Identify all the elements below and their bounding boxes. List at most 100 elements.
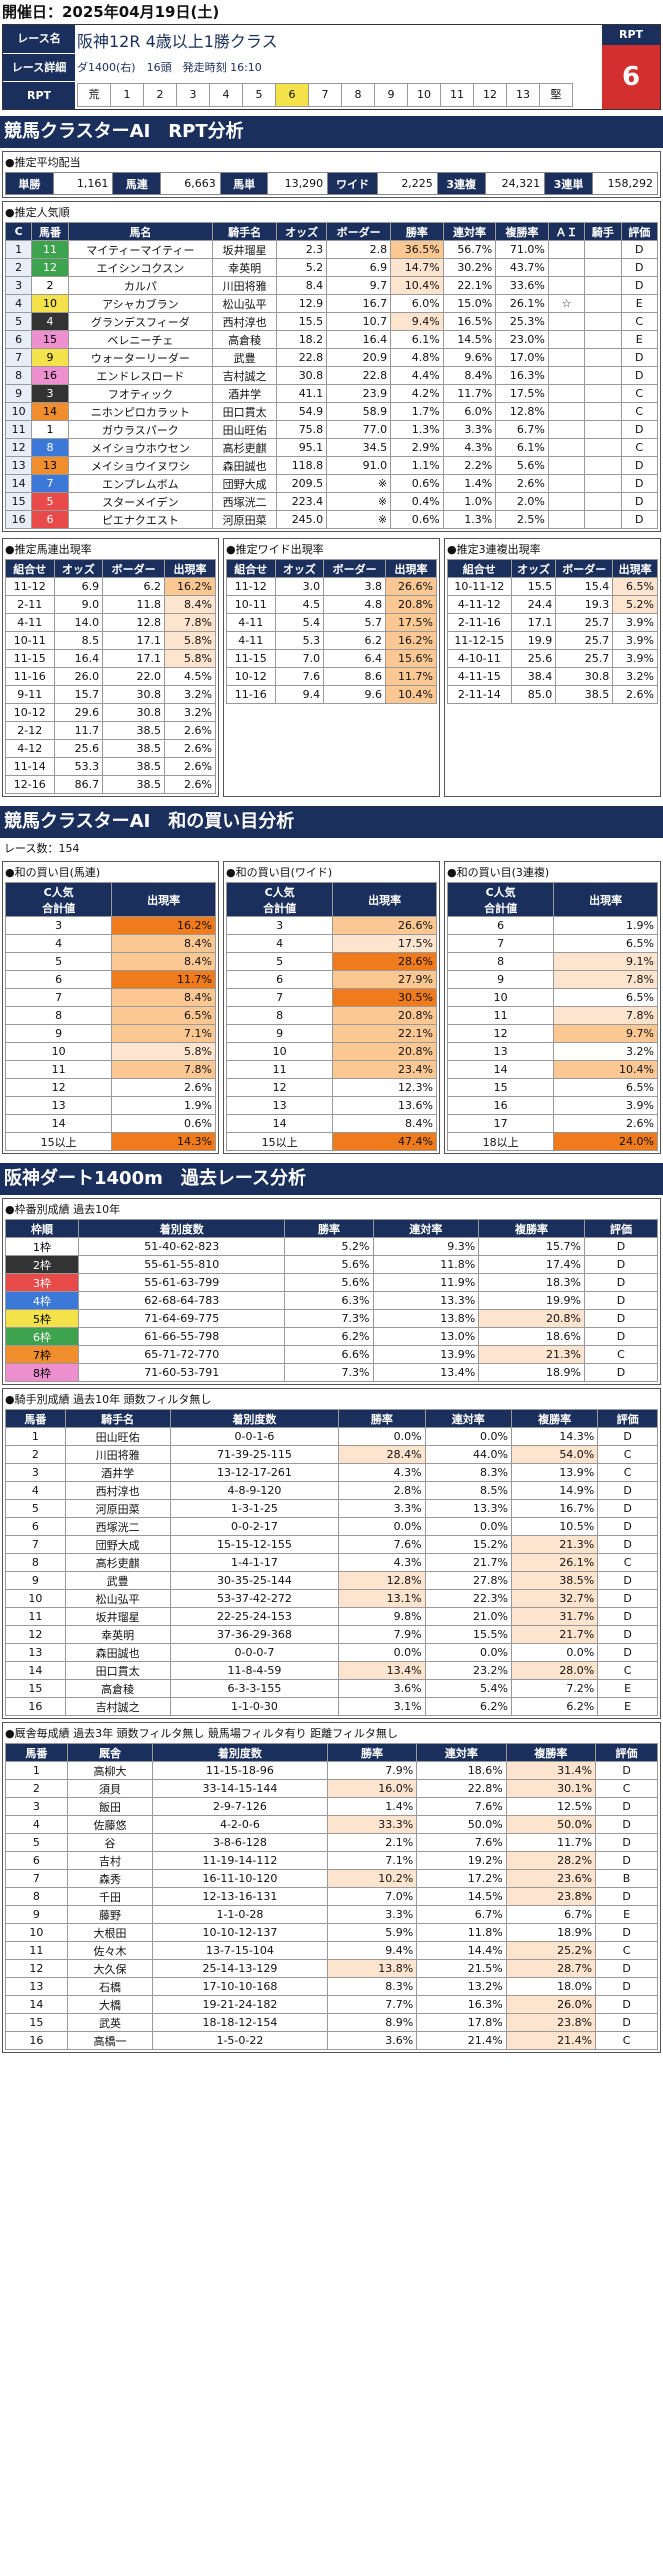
table-row: 4-11-15 38.4 30.8 3.2% — [447, 667, 658, 686]
table-row: 11 7.8% — [4, 1060, 216, 1079]
table-cell: 6枠 — [4, 1327, 80, 1346]
table-cell: D — [597, 1625, 658, 1644]
col-header: 連対率 — [424, 1409, 512, 1428]
table-row: 3 26.6% — [225, 916, 437, 935]
table-cell: E — [597, 1679, 658, 1698]
combo-rate: 5.8% — [111, 1042, 216, 1061]
table-cell: 吉村誠之 — [64, 1697, 171, 1716]
race-detail-label: レース詳細 — [3, 54, 75, 81]
table-cell: メイショウイヌワシ — [67, 456, 214, 475]
table-cell — [547, 384, 586, 403]
table-cell: 17.1 — [510, 613, 557, 632]
table-cell: 31.4% — [505, 1761, 597, 1780]
table-cell: 6.9 — [53, 577, 104, 596]
rpt-gate-4: 4 — [209, 83, 243, 107]
table-cell — [547, 510, 586, 529]
combo-rate: 2.6% — [553, 1114, 658, 1133]
table-cell: 11.9% — [372, 1273, 480, 1292]
table-cell: 10.4% — [385, 685, 437, 704]
table-cell: D — [597, 1517, 658, 1536]
table-cell: 26.6% — [385, 577, 437, 596]
race-detail: ダ1400(右) 16頭 発走時刻 16:10 — [77, 61, 262, 74]
table-cell: 28.4% — [338, 1445, 426, 1464]
table-cell: 5 — [31, 492, 69, 511]
table-cell: 13 — [5, 1977, 68, 1996]
table-cell: 53-37-42-272 — [169, 1589, 340, 1608]
table-row: 1 11 マイティーマイティー 坂井瑠星 2.3 2.8 36.5% 56.7% 71.0% D — [4, 240, 659, 259]
table-row: 11-14 53.3 38.5 2.6% — [5, 757, 216, 776]
table-cell: 12.8 — [102, 613, 166, 632]
table-cell: 5.7 — [323, 613, 387, 632]
table-row: 1 高柳大 11-15-18-96 7.9% 18.6% 31.4% D — [5, 1761, 658, 1780]
table-cell: 6 — [4, 330, 33, 349]
table-cell: 14 — [4, 474, 33, 493]
table-cell — [584, 474, 622, 493]
rpt-gate-6: 6 — [275, 83, 309, 107]
table-row: 5 谷 3-8-6-128 2.1% 7.6% 11.7% D — [5, 1833, 658, 1852]
table-cell: 15.5 — [276, 312, 328, 331]
combo-sum: 6 — [225, 970, 334, 989]
col-header: オッズ — [276, 222, 328, 241]
table-cell — [547, 402, 586, 421]
table-cell: 2.6% — [164, 757, 216, 776]
table-cell: 3.2% — [612, 667, 658, 686]
table-cell: 10.4% — [390, 276, 444, 295]
table-cell: D — [620, 456, 659, 475]
col-header: 出現率 — [164, 559, 216, 578]
table-cell: 95.1 — [276, 438, 328, 457]
wide-prob-box: ●推定ワイド出現率 組合せ オッズ ボーダー 出現率 11-12 3.0 3.8 26.6% 10… — [223, 538, 440, 797]
table-cell: グランデスフィーダ — [67, 312, 214, 331]
table-row: 10 松山弘平 53-37-42-272 13.1% 22.3% 32.7% D — [5, 1589, 658, 1608]
table-cell: 14.7% — [390, 258, 444, 277]
table-row: 10 6.5% — [446, 988, 658, 1007]
col-header: 評価 — [583, 1219, 659, 1238]
table-cell: 23.0% — [495, 330, 549, 349]
table-cell: D — [595, 2013, 658, 2032]
table-cell: D — [595, 1977, 658, 1996]
table-cell: 6.2% — [510, 1697, 599, 1716]
table-cell: D — [583, 1327, 659, 1346]
table-cell — [547, 312, 586, 331]
table-cell: 1.3% — [390, 420, 444, 439]
combo-umaren-title: ●和の買い目(馬連) — [5, 866, 101, 879]
table-cell: 15 — [5, 2013, 68, 2032]
combo-sum: 17 — [446, 1114, 555, 1133]
table-cell: 21.7% — [510, 1625, 599, 1644]
table-cell: D — [595, 1887, 658, 1906]
table-row: 11 佐々木 13-7-15-104 9.4% 14.4% 25.2% C — [5, 1941, 658, 1960]
table-row: 14 田口貫太 11-8-4-59 13.4% 23.2% 28.0% C — [5, 1661, 658, 1680]
table-cell: 4 — [5, 1481, 66, 1500]
payout-label: 馬連 — [112, 172, 162, 195]
combo-wide-box: ●和の買い目(ワイド) C人気 合計値 出現率 3 26.6% 4 17.5% 5 28.6% 6 2… — [223, 861, 440, 1154]
table-cell: 15 — [5, 1679, 66, 1698]
table-cell: 1.4% — [442, 474, 497, 493]
table-row: 10 20.8% — [225, 1042, 437, 1061]
table-cell: E — [597, 1697, 658, 1716]
table-cell: 0-0-1-6 — [169, 1427, 340, 1446]
table-cell: 21.4% — [505, 2031, 597, 2050]
table-cell: 4 — [5, 1815, 68, 1834]
table-cell: 10-11 — [226, 595, 276, 614]
table-row: 7 9 ウォーターリーダー 武豊 22.8 20.9 4.8% 9.6% 17.0% D — [4, 348, 659, 367]
table-cell: 2 — [4, 258, 33, 277]
table-cell: 森秀 — [66, 1869, 154, 1888]
table-cell: 吉村誠之 — [212, 366, 278, 385]
table-cell: 15 — [31, 330, 69, 349]
table-cell: 3.6% — [338, 1679, 426, 1698]
table-row: 12 大久保 25-14-13-129 13.8% 21.5% 28.7% D — [5, 1959, 658, 1978]
table-cell: 2.2% — [442, 456, 497, 475]
combo-sum: 11 — [225, 1060, 334, 1079]
combo-sum: 9 — [446, 970, 555, 989]
table-cell: 15.7% — [478, 1237, 585, 1256]
table-cell: 14.4% — [416, 1941, 507, 1960]
table-row: 9 22.1% — [225, 1024, 437, 1043]
combo-sum: 15以上 — [4, 1132, 113, 1151]
table-cell: 10.5% — [510, 1517, 599, 1536]
table-cell: 25.2% — [505, 1941, 597, 1960]
table-cell: 団野大成 — [64, 1535, 171, 1554]
table-cell: 11.8% — [372, 1255, 480, 1274]
table-cell: 71-60-53-791 — [78, 1363, 286, 1382]
table-cell: 西塚洸二 — [64, 1517, 171, 1536]
table-cell: 50.0% — [416, 1815, 507, 1834]
wide-prob-table: 組合せ オッズ ボーダー 出現率 11-12 3.0 3.8 26.6% 10-11 4.5 4.8… — [226, 559, 437, 704]
